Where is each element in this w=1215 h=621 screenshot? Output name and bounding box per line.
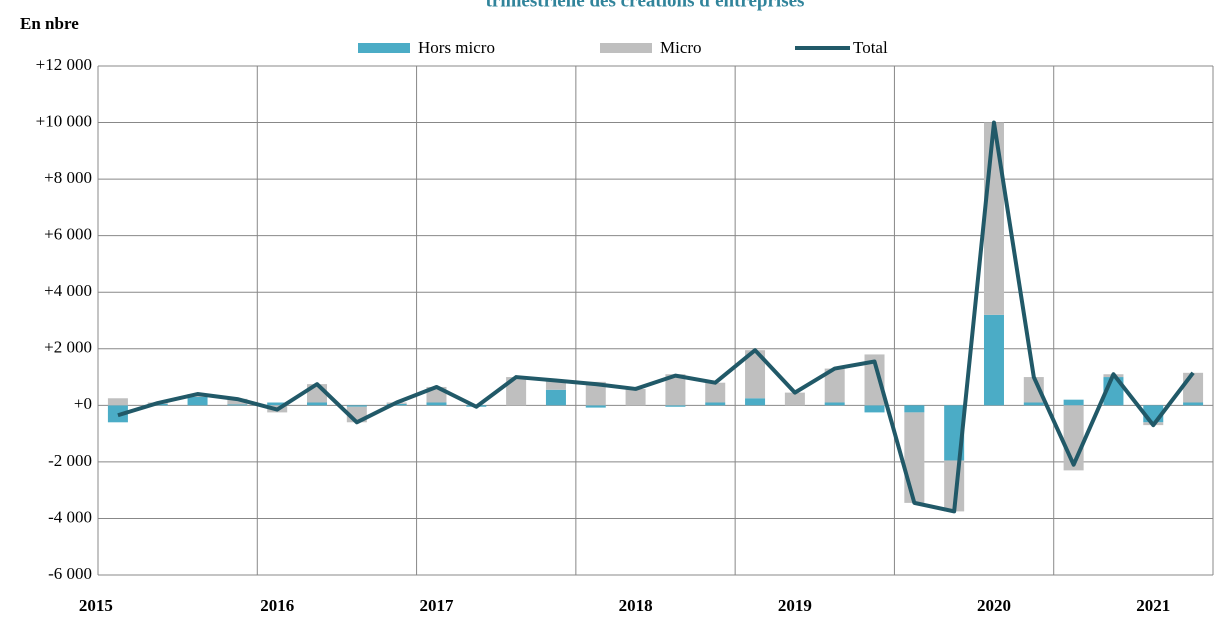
x-tick-label: 2017 — [419, 596, 454, 615]
bar — [824, 402, 845, 406]
bar — [1183, 372, 1204, 403]
legend-label: Micro — [660, 38, 702, 57]
bar — [745, 398, 766, 406]
bar — [426, 402, 447, 406]
bar — [824, 368, 845, 403]
y-tick-label: +4 000 — [44, 281, 92, 300]
bar — [267, 402, 288, 406]
bar — [107, 398, 128, 406]
y-tick-label: +8 000 — [44, 168, 92, 187]
legend-label: Hors micro — [418, 38, 495, 57]
bar — [545, 381, 566, 390]
bar — [187, 396, 208, 406]
bar — [904, 405, 925, 413]
bar — [983, 314, 1004, 406]
x-tick-label: 2016 — [260, 596, 294, 615]
legend-label: Total — [853, 38, 888, 57]
bar — [585, 381, 606, 406]
y-tick-label: -4 000 — [48, 507, 92, 526]
bar — [545, 389, 566, 406]
y-tick-label: +2 000 — [44, 338, 92, 357]
y-tick-label: -6 000 — [48, 564, 92, 583]
x-tick-label: 2018 — [619, 596, 653, 615]
x-tick-label: 2021 — [1136, 596, 1170, 615]
bar — [307, 402, 328, 406]
legend-swatch — [600, 43, 652, 53]
bar — [864, 405, 885, 413]
bar — [1023, 402, 1044, 406]
legend-swatch — [358, 43, 410, 53]
total-line — [117, 120, 1195, 514]
bar — [705, 402, 726, 406]
x-tick-label: 2015 — [79, 596, 113, 615]
bar — [346, 405, 367, 407]
bar — [227, 404, 248, 406]
bar — [665, 374, 686, 406]
bar — [585, 405, 606, 408]
x-tick-label: 2020 — [977, 596, 1011, 615]
bar — [227, 398, 248, 405]
bar — [1063, 399, 1084, 406]
y-tick-label: +6 000 — [44, 225, 92, 244]
bar — [705, 382, 726, 403]
bar — [745, 350, 766, 399]
bar — [784, 392, 805, 406]
y-tick-label: +10 000 — [36, 111, 92, 130]
bar — [665, 405, 686, 407]
y-tick-label: +12 000 — [36, 55, 92, 74]
chart-title: trimestrielle des créations d'entreprise… — [486, 0, 805, 11]
bar — [506, 377, 527, 406]
x-tick-label: 2019 — [778, 596, 812, 615]
y-tick-label: -2 000 — [48, 451, 92, 470]
bar — [625, 388, 646, 406]
bar — [983, 122, 1004, 315]
y-axis-label: En nbre — [20, 14, 79, 33]
bar — [1183, 402, 1204, 406]
bar — [904, 412, 925, 503]
bar — [864, 354, 885, 406]
y-tick-label: +0 — [74, 394, 92, 413]
